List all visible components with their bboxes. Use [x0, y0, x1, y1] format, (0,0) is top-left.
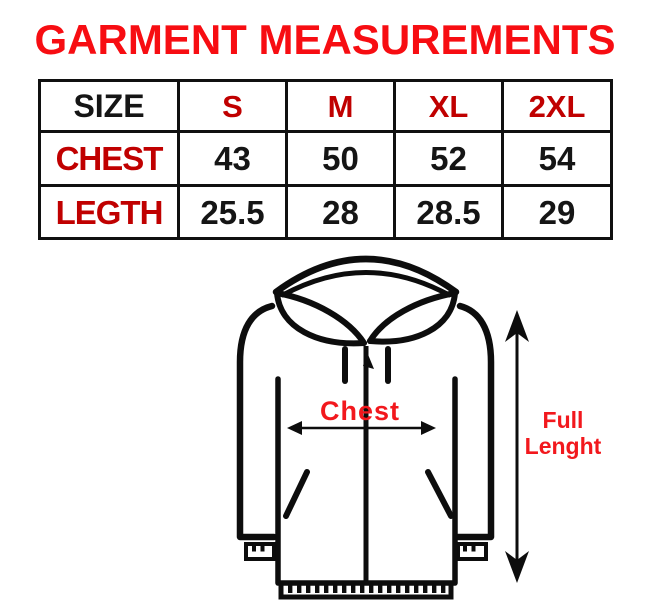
chest-label: Chest — [320, 396, 400, 426]
length-xl-cell: 28.5 — [393, 184, 504, 240]
hood-left-fold-lower — [274, 290, 367, 347]
chest-s-cell: 43 — [177, 130, 288, 187]
length-row-label: LEGTH — [38, 184, 180, 240]
chest-arrowhead-left — [287, 421, 302, 435]
sleeve-left-outline — [236, 302, 278, 561]
col-m-header: M — [285, 79, 396, 133]
hood-outline — [272, 255, 460, 347]
chest-m-cell: 50 — [285, 130, 396, 187]
col-s-header: S — [177, 79, 288, 133]
length-2xl-cell: 29 — [501, 184, 613, 240]
table-header-row: SIZE S M XL 2XL — [38, 79, 613, 133]
full-length-arrowhead-top — [505, 310, 529, 342]
col-2xl-header: 2XL — [501, 79, 613, 133]
full-length-label-line1: Full — [543, 407, 584, 433]
sleeve-right-path — [454, 302, 495, 541]
chest-xl-cell: 52 — [393, 130, 504, 187]
pocket-right-line — [425, 469, 454, 519]
chest-arrow — [287, 421, 436, 435]
measurements-table: SIZE S M XL 2XL CHEST 43 50 52 54 LEGTH … — [38, 79, 613, 240]
hem-band — [278, 583, 454, 600]
chest-row-label: CHEST — [38, 130, 180, 187]
cuff-right — [456, 542, 488, 561]
sleeve-right-outline — [454, 302, 495, 561]
hood-right-fold-upper — [367, 290, 458, 344]
col-xl-header: XL — [393, 79, 504, 133]
full-length-arrow — [505, 310, 529, 583]
table-row-length: LEGTH 25.5 28 28.5 29 — [38, 184, 613, 240]
hood-right-fold-lower — [367, 290, 458, 345]
zipper — [363, 346, 374, 583]
hood-left-fold-upper — [274, 290, 367, 346]
sleeve-left-path — [236, 302, 278, 541]
chest-arrowhead-right — [421, 421, 436, 435]
full-length-label-line2: Lenght — [525, 433, 602, 459]
pocket-left-line — [283, 469, 310, 519]
hood-outer-rim — [272, 255, 460, 296]
table-row-chest: CHEST 43 50 52 54 — [38, 130, 613, 187]
size-header-cell: SIZE — [38, 79, 180, 133]
chest-2xl-cell: 54 — [501, 130, 613, 187]
hood-inner-rim — [280, 270, 452, 298]
length-s-cell: 25.5 — [177, 184, 288, 240]
page-title: GARMENT MEASUREMENTS — [34, 16, 616, 63]
cuff-left — [244, 542, 276, 561]
zipper-pull-icon — [363, 352, 374, 369]
full-length-arrowhead-bottom — [505, 551, 529, 583]
length-m-cell: 28 — [285, 184, 396, 240]
